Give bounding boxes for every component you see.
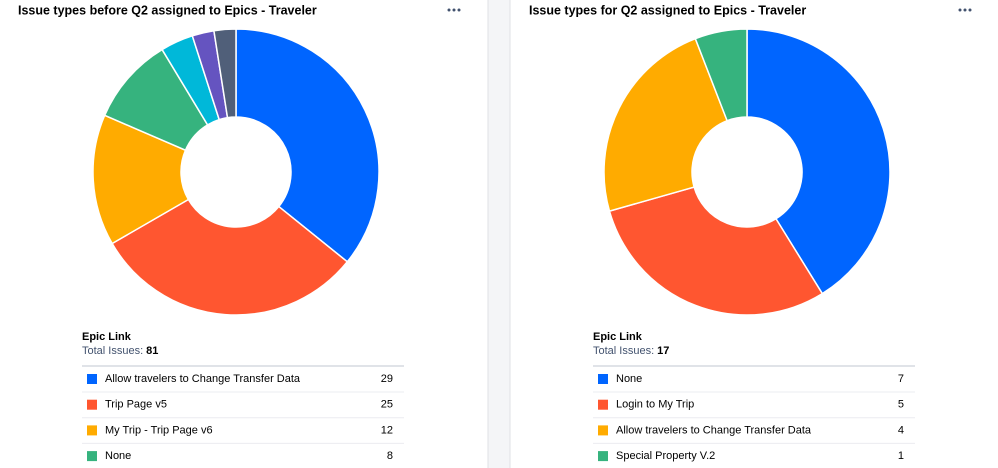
legend-swatch: [87, 451, 97, 462]
legend-value: 1: [898, 450, 904, 462]
menu-dot[interactable]: [457, 8, 461, 12]
panel-gutter: [488, 0, 510, 468]
donut-slice: [694, 28, 748, 122]
legend-label[interactable]: None: [105, 450, 131, 462]
legend-label[interactable]: None: [616, 373, 642, 385]
chart-title: Issue types before Q2 assigned to Epics …: [18, 3, 317, 17]
legend-value: 12: [381, 424, 393, 436]
donut-slice: [235, 28, 380, 263]
menu-dot[interactable]: [447, 8, 451, 12]
legend-swatch: [598, 399, 608, 410]
legend-swatch: [598, 425, 608, 436]
legend-value: 4: [898, 424, 904, 436]
legend-label[interactable]: Allow travelers to Change Transfer Data: [105, 373, 301, 385]
legend-value: 25: [381, 399, 393, 411]
total-label: Total Issues:: [82, 345, 143, 357]
legend-swatch: [87, 425, 97, 436]
legend-label[interactable]: Allow travelers to Change Transfer Data: [616, 424, 812, 436]
total-value: 17: [657, 345, 669, 357]
donut-slice: [111, 198, 349, 316]
legend-label[interactable]: Trip Page v5: [105, 399, 167, 411]
legend-label[interactable]: Login to My Trip: [616, 399, 694, 411]
menu-dot[interactable]: [968, 8, 972, 12]
donut-slice: [603, 37, 729, 213]
legend-title: Epic Link: [593, 331, 643, 343]
legend-label[interactable]: Special Property V.2: [616, 450, 715, 462]
legend-title: Epic Link: [82, 331, 132, 343]
legend-swatch: [598, 374, 608, 384]
legend-label[interactable]: My Trip - Trip Page v6: [105, 424, 213, 436]
donut-slice: [608, 186, 824, 316]
menu-dot[interactable]: [958, 8, 962, 12]
legend-value: 8: [387, 450, 393, 462]
legend-value: 7: [898, 373, 904, 385]
total-label: Total Issues:: [593, 345, 654, 357]
chart-title: Issue types for Q2 assigned to Epics - T…: [529, 3, 806, 17]
legend-swatch: [87, 399, 97, 410]
legend-value: 5: [898, 399, 904, 411]
menu-dot[interactable]: [452, 8, 456, 12]
menu-dot[interactable]: [963, 8, 967, 12]
legend-swatch: [87, 374, 97, 384]
donut-slice: [746, 28, 891, 295]
total-value: 81: [146, 345, 158, 357]
legend-value: 29: [381, 373, 393, 385]
donut-slice: [92, 114, 190, 245]
legend-swatch: [598, 451, 608, 462]
donut-slice: [213, 28, 237, 119]
